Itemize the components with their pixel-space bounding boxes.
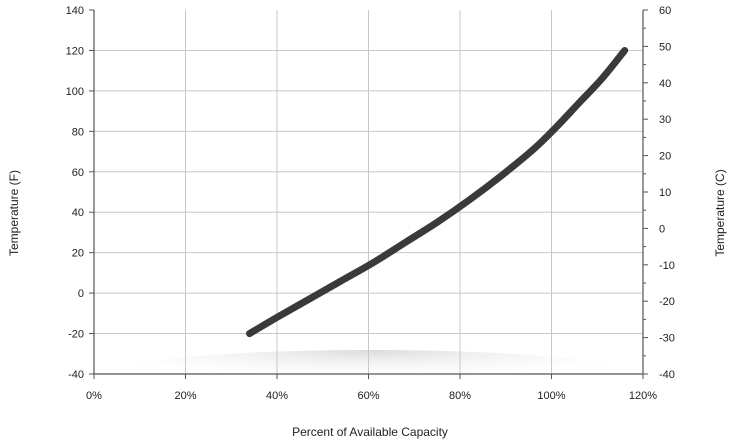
y2-tick-label: 30 <box>659 114 671 126</box>
x-tick-label: 20% <box>174 390 196 402</box>
y-tick-label: 100 <box>66 86 84 98</box>
y-tick-label: 140 <box>66 5 84 17</box>
y-axis-title: Temperature (F) <box>7 170 21 256</box>
y-tick-label: -40 <box>68 369 84 381</box>
y2-tick-label: 40 <box>659 78 671 90</box>
x-tick-label: 0% <box>86 390 102 402</box>
y-tick-label: 40 <box>72 207 84 219</box>
x-axis-ticks: 0% 20% 40% 60% 80% 100% 120% <box>86 374 657 402</box>
y2-tick-label: -20 <box>659 296 675 308</box>
y2-tick-label: -10 <box>659 260 675 272</box>
plot-floor-shadow <box>100 350 640 402</box>
y2-axis-ticks: -40 -30 -20 -10 0 10 20 30 40 50 60 <box>643 5 675 381</box>
y2-tick-label: 20 <box>659 151 671 163</box>
x-tick-label: 60% <box>357 390 379 402</box>
y2-tick-label: -40 <box>659 369 675 381</box>
y-tick-label: 0 <box>78 288 84 300</box>
y2-tick-label: -30 <box>659 333 675 345</box>
y-tick-label: -20 <box>68 329 84 341</box>
x-tick-label: 80% <box>449 390 471 402</box>
x-axis-title: Percent of Available Capacity <box>292 425 448 439</box>
series-line <box>246 46 629 338</box>
y2-tick-label: 10 <box>659 187 671 199</box>
grid <box>94 10 643 374</box>
y-tick-label: 80 <box>72 126 84 138</box>
x-tick-label: 120% <box>629 390 657 402</box>
y-tick-label: 60 <box>72 167 84 179</box>
y-tick-label: 120 <box>66 45 84 57</box>
y2-tick-label: 50 <box>659 41 671 53</box>
y2-axis-title: Temperature (C) <box>713 169 727 256</box>
x-tick-label: 100% <box>537 390 565 402</box>
x-tick-label: 40% <box>266 390 288 402</box>
series-layer <box>246 46 629 338</box>
y-axis-ticks: -40 -20 0 20 40 60 80 100 120 140 <box>66 5 94 381</box>
y-tick-label: 20 <box>72 248 84 260</box>
y2-tick-label: 60 <box>659 5 671 17</box>
y2-tick-label: 0 <box>659 223 665 235</box>
